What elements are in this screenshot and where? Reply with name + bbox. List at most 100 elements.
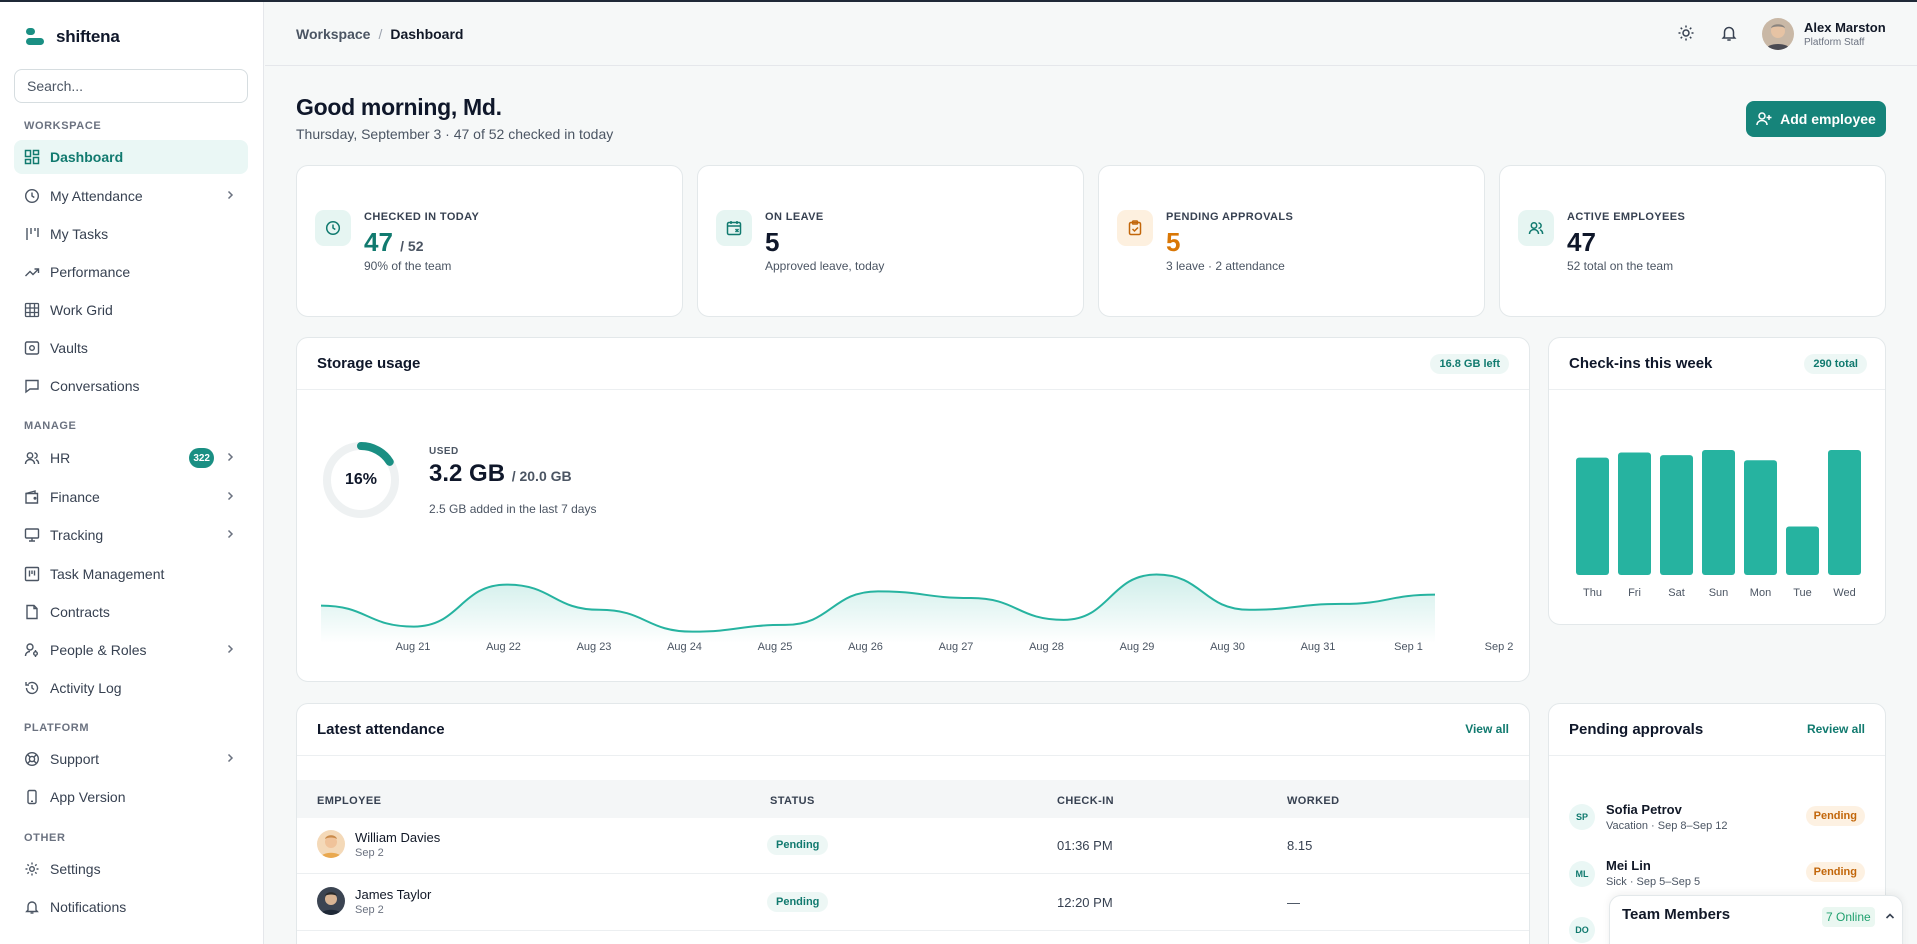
card-title: Pending approvals	[1569, 721, 1704, 738]
tasks-icon	[24, 226, 40, 242]
card-title: Check-ins this week	[1569, 355, 1713, 372]
sidebar-item-performance[interactable]: Performance	[14, 255, 248, 289]
avatar: DO	[1569, 917, 1595, 943]
checkins-bar[interactable]	[1828, 450, 1861, 575]
column-header-employee[interactable]: EMPLOYEE	[317, 795, 382, 807]
storage-left-badge: 16.8 GB left	[1430, 354, 1509, 374]
sidebar-item-activity-log[interactable]: Activity Log	[14, 671, 248, 705]
sidebar-item-conversations[interactable]: Conversations	[14, 369, 248, 403]
x-tick-label: Mon	[1749, 587, 1772, 599]
search-input[interactable]	[14, 69, 248, 103]
sidebar-item-notifications[interactable]: Notifications	[14, 890, 248, 924]
column-header-status[interactable]: STATUS	[770, 795, 815, 807]
status-badge: Pending	[767, 835, 829, 855]
storage-usage-card: Storage usage 16.8 GB left 16% USED 3.2 …	[296, 337, 1530, 682]
checkins-bar[interactable]	[1618, 452, 1651, 575]
column-header-worked[interactable]: WORKED	[1287, 795, 1340, 807]
grid-icon	[24, 302, 40, 318]
stat-note: Approved leave, today	[765, 259, 885, 273]
sidebar-item-label: Vaults	[50, 340, 88, 356]
chevron-right-icon	[227, 644, 234, 654]
x-tick-label: Aug 25	[757, 641, 793, 653]
approval-meta: Vacation · Sep 8–Sep 12	[1606, 820, 1728, 832]
sidebar-item-settings[interactable]: Settings	[14, 852, 248, 886]
document-icon	[24, 604, 40, 620]
sidebar-item-label: Settings	[50, 861, 101, 877]
view-all-link[interactable]: View all	[1465, 722, 1509, 736]
worked-hours: —	[1287, 895, 1300, 910]
sidebar-item-label: Conversations	[50, 378, 140, 394]
sidebar-item-label: Contracts	[50, 604, 110, 620]
sidebar-item-workgrid[interactable]: Work Grid	[14, 293, 248, 327]
sidebar-item-tasks[interactable]: My Tasks	[14, 217, 248, 251]
sidebar-item-task-management[interactable]: Task Management	[14, 557, 248, 591]
stat-note: 52 total on the team	[1567, 259, 1674, 273]
used-value: 3.2 GB / 20.0 GB	[429, 460, 572, 487]
stat-value: 47 / 52	[364, 227, 424, 257]
sidebar-item-vaults[interactable]: Vaults	[14, 331, 248, 365]
bell-icon[interactable]	[1720, 24, 1738, 42]
lifebuoy-icon	[24, 751, 40, 767]
sidebar-item-people-roles[interactable]: People & Roles	[14, 633, 248, 667]
x-tick-label: Sun	[1708, 587, 1729, 599]
x-tick-label: Sat	[1668, 587, 1685, 599]
user-name: Alex Marston	[1804, 20, 1886, 35]
smartphone-icon	[24, 789, 40, 805]
section-label-manage: MANAGE	[24, 420, 77, 432]
checkins-bar[interactable]	[1744, 460, 1777, 575]
x-tick-label: Aug 29	[1119, 641, 1155, 653]
sidebar-item-app-version[interactable]: App Version	[14, 780, 248, 814]
clock-icon	[315, 210, 351, 246]
stat-label: CHECKED IN TODAY	[364, 211, 480, 223]
employee-date: Sep 2	[355, 847, 384, 859]
breadcrumb-workspace[interactable]: Workspace	[296, 26, 371, 42]
sidebar-item-hr[interactable]: HR 322	[14, 441, 248, 475]
sidebar-item-attendance[interactable]: My Attendance	[14, 179, 248, 213]
add-employee-label: Add employee	[1780, 111, 1876, 127]
users-icon	[24, 450, 40, 466]
bell-icon	[24, 899, 40, 915]
x-tick-label: Aug 30	[1210, 641, 1245, 653]
sidebar-item-tracking[interactable]: Tracking	[14, 518, 248, 552]
checkins-bar[interactable]	[1660, 455, 1693, 575]
employee-name[interactable]: James Taylor	[355, 887, 432, 902]
column-header-checkin[interactable]: CHECK-IN	[1057, 795, 1114, 807]
calendar-x-icon	[716, 210, 752, 246]
sun-icon[interactable]	[1677, 24, 1695, 42]
hr-count-badge: 322	[189, 448, 214, 468]
brand-name: shiftena	[56, 27, 120, 46]
sidebar-item-label: Dashboard	[50, 149, 124, 165]
stat-note: 90% of the team	[364, 259, 452, 273]
x-tick-label: Aug 28	[1029, 641, 1064, 653]
divider	[297, 755, 1529, 756]
sidebar-item-finance[interactable]: Finance	[14, 480, 248, 514]
x-tick-label: Aug 31	[1300, 641, 1336, 653]
status-badge: Pending	[1805, 806, 1865, 826]
checkin-time: 01:36 PM	[1057, 838, 1113, 853]
checkins-bar[interactable]	[1786, 526, 1819, 575]
checkins-total-badge: 290 total	[1804, 354, 1867, 374]
sidebar: shiftena WORKSPACE Dashboard My Attendan…	[0, 2, 264, 944]
chevron-right-icon	[227, 491, 234, 501]
add-employee-button[interactable]: Add employee	[1746, 101, 1886, 137]
breadcrumb: Workspace / Dashboard	[296, 26, 463, 42]
employee-name[interactable]: William Davies	[355, 830, 441, 845]
row-divider	[297, 873, 1529, 874]
stat-label: ACTIVE EMPLOYEES	[1567, 211, 1686, 223]
used-label: USED	[429, 446, 459, 457]
review-all-link[interactable]: Review all	[1806, 722, 1865, 736]
sidebar-item-support[interactable]: Support	[14, 742, 248, 776]
checkins-bar[interactable]	[1576, 457, 1609, 575]
sidebar-item-contracts[interactable]: Contracts	[14, 595, 248, 629]
chevron-right-icon	[227, 190, 234, 200]
chevron-up-icon[interactable]	[1884, 910, 1896, 922]
team-members-panel[interactable]: Team Members 7 Online	[1609, 895, 1903, 944]
approval-name: Mei Lin	[1606, 858, 1651, 873]
sidebar-item-label: Notifications	[50, 899, 127, 915]
sidebar-item-label: Finance	[50, 489, 100, 505]
user-menu[interactable]: Alex Marston Platform Staff	[1762, 18, 1886, 50]
brand-logo[interactable]: shiftena	[26, 26, 120, 48]
checkins-bar[interactable]	[1702, 450, 1735, 575]
checkins-card: Check-ins this week 290 total Thu Fri Sat S…	[1548, 337, 1886, 625]
sidebar-item-dashboard[interactable]: Dashboard	[14, 140, 248, 174]
